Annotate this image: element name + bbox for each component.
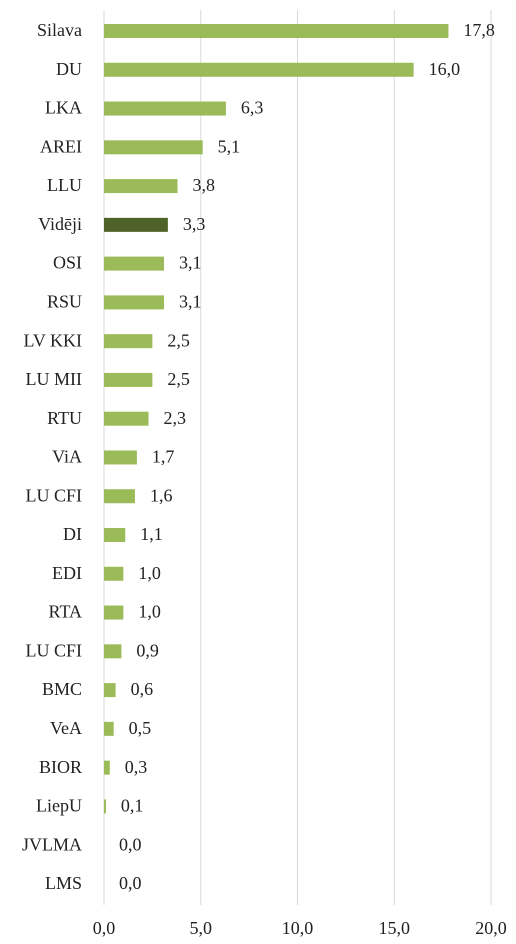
bar bbox=[104, 24, 449, 38]
bar bbox=[104, 334, 153, 349]
y-tick-label: JVLMA bbox=[22, 834, 82, 854]
y-tick-label: BIOR bbox=[39, 757, 82, 777]
bar bbox=[104, 140, 203, 155]
y-tick-label: LLU bbox=[47, 175, 82, 195]
bar bbox=[104, 295, 164, 310]
x-tick-label: 0,0 bbox=[93, 918, 116, 938]
x-tick-label: 15,0 bbox=[379, 918, 411, 938]
bar bbox=[104, 217, 168, 232]
y-tick-label: Silava bbox=[37, 20, 82, 40]
value-label: 0,1 bbox=[121, 796, 144, 816]
value-label: 17,8 bbox=[463, 20, 495, 40]
bar bbox=[104, 101, 226, 116]
bar bbox=[104, 256, 164, 271]
y-tick-label: ViA bbox=[52, 447, 82, 467]
y-tick-label: RSU bbox=[47, 292, 82, 312]
bar bbox=[104, 450, 137, 465]
y-tick-label: LU CFI bbox=[25, 640, 82, 660]
value-label: 1,7 bbox=[152, 447, 175, 467]
value-label: 0,3 bbox=[125, 757, 147, 777]
bar bbox=[104, 372, 153, 387]
value-label: 2,5 bbox=[167, 369, 190, 389]
value-label: 16,0 bbox=[429, 59, 461, 79]
value-label: 6,3 bbox=[241, 98, 264, 118]
bar bbox=[104, 644, 122, 659]
bar bbox=[104, 683, 116, 698]
bar bbox=[104, 760, 110, 775]
y-tick-label: AREI bbox=[40, 136, 82, 156]
y-tick-label: RTA bbox=[49, 602, 82, 622]
value-label: 0,0 bbox=[119, 834, 142, 854]
value-label: 3,1 bbox=[179, 253, 202, 273]
bar bbox=[104, 62, 414, 77]
value-label: 1,0 bbox=[138, 563, 161, 583]
y-tick-label: LV KKI bbox=[23, 330, 82, 350]
y-tick-label: DU bbox=[56, 59, 82, 79]
y-tick-label: OSI bbox=[53, 253, 82, 273]
y-tick-label: LU CFI bbox=[25, 485, 82, 505]
value-label: 5,1 bbox=[218, 136, 241, 156]
y-tick-label: DI bbox=[63, 524, 82, 544]
value-label: 0,5 bbox=[129, 718, 152, 738]
value-label: 2,5 bbox=[167, 330, 190, 350]
value-label: 0,9 bbox=[136, 640, 159, 660]
value-label: 1,6 bbox=[150, 485, 173, 505]
y-tick-label: RTU bbox=[47, 408, 82, 428]
y-tick-label: LKA bbox=[45, 98, 82, 118]
bar bbox=[104, 411, 149, 426]
bar bbox=[104, 179, 178, 194]
x-tick-label: 10,0 bbox=[282, 918, 314, 938]
y-tick-label: LU MII bbox=[26, 369, 83, 389]
value-label: 1,1 bbox=[140, 524, 163, 544]
bar bbox=[104, 528, 126, 543]
value-label: 2,3 bbox=[164, 408, 187, 428]
value-label: 0,6 bbox=[131, 679, 154, 699]
value-label: 0,0 bbox=[119, 873, 142, 893]
y-tick-label: VeA bbox=[50, 718, 82, 738]
bar bbox=[104, 799, 106, 814]
value-label: 3,8 bbox=[193, 175, 216, 195]
bar bbox=[104, 605, 124, 620]
value-label: 3,3 bbox=[183, 214, 206, 234]
value-label: 1,0 bbox=[138, 602, 161, 622]
bar bbox=[104, 566, 124, 581]
bar bbox=[104, 721, 114, 736]
bar bbox=[104, 489, 135, 504]
y-tick-label: EDI bbox=[52, 563, 82, 583]
y-tick-label: BMC bbox=[42, 679, 82, 699]
x-tick-label: 20,0 bbox=[475, 918, 507, 938]
x-tick-label: 5,0 bbox=[190, 918, 213, 938]
y-tick-label: LMS bbox=[45, 873, 82, 893]
value-label: 3,1 bbox=[179, 292, 202, 312]
y-tick-label: LiepU bbox=[36, 796, 82, 816]
y-tick-label: Vidēji bbox=[38, 214, 82, 234]
